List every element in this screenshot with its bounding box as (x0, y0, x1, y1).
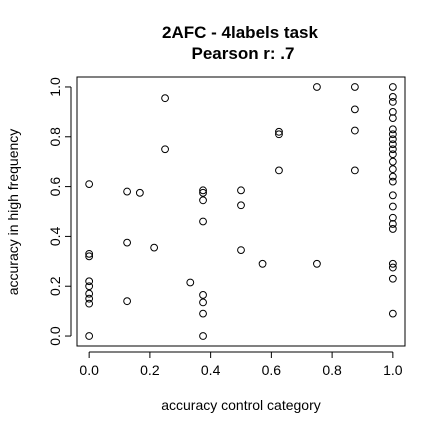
x-axis-label: accuracy control category (161, 397, 321, 413)
data-point (275, 166, 283, 175)
data-point (388, 263, 397, 272)
data-point (237, 246, 245, 255)
data-point (388, 274, 397, 283)
x-tick-label: 0.2 (140, 362, 160, 378)
data-point (388, 140, 397, 149)
data-points (85, 83, 397, 340)
data-point (313, 259, 321, 268)
data-point (388, 225, 397, 233)
data-point (388, 114, 397, 122)
data-point (186, 278, 195, 287)
data-point (350, 105, 359, 114)
data-point (199, 332, 207, 340)
data-point (388, 213, 397, 222)
data-point (275, 130, 283, 139)
data-point (85, 252, 94, 261)
data-point (388, 98, 397, 106)
data-point (388, 125, 397, 134)
data-point (199, 298, 207, 307)
data-point (85, 332, 94, 340)
data-point (388, 220, 397, 228)
y-tick-label: 0.8 (47, 127, 63, 147)
data-point (388, 177, 397, 186)
y-axis-label: accuracy in high frequency (5, 129, 21, 296)
data-point (85, 282, 94, 291)
data-point (85, 289, 94, 298)
y-tick-label: 0.4 (47, 226, 63, 246)
y-tick-label: 0.0 (47, 326, 63, 346)
data-point (388, 259, 397, 268)
data-point (388, 130, 397, 139)
data-point (123, 187, 132, 196)
data-point (388, 135, 397, 144)
data-point (388, 145, 397, 154)
chart-title: 2AFC - 4labels task (162, 23, 318, 42)
data-point (388, 202, 397, 211)
data-point (258, 259, 267, 268)
data-point (85, 249, 94, 258)
data-point (123, 297, 132, 306)
data-point (350, 83, 359, 91)
data-point (237, 201, 245, 210)
y-tick-label: 0.2 (47, 276, 63, 296)
data-point (199, 309, 207, 318)
data-point (275, 127, 283, 136)
data-point (85, 180, 94, 189)
data-point (388, 150, 397, 159)
data-point (199, 188, 207, 197)
data-point (199, 217, 207, 226)
data-point (350, 166, 359, 175)
y-tick-label: 1.0 (47, 77, 63, 97)
data-point (123, 238, 132, 247)
x-tick-label: 0.8 (322, 362, 342, 378)
data-point (350, 126, 359, 135)
data-point (388, 157, 397, 166)
x-axis: 0.0 0.2 0.4 0.6 0.8 1.0 (79, 351, 403, 378)
data-point (161, 94, 169, 103)
data-point (388, 172, 397, 181)
y-tick-label: 0.6 (47, 177, 63, 197)
x-tick-label: 0.0 (79, 362, 99, 378)
data-point (85, 294, 94, 303)
x-tick-label: 0.6 (262, 362, 282, 378)
data-point (388, 107, 397, 116)
data-point (237, 186, 245, 195)
data-point (199, 186, 207, 195)
data-point (388, 83, 397, 91)
data-point (150, 243, 159, 252)
data-point (161, 145, 169, 154)
data-point (199, 196, 207, 205)
data-point (199, 291, 207, 299)
chart-subtitle: Pearson r: .7 (192, 44, 295, 63)
data-point (388, 191, 397, 200)
data-point (388, 165, 397, 174)
data-point (388, 309, 397, 318)
data-point (135, 188, 144, 197)
y-axis: 0.0 0.2 0.4 0.6 0.8 1.0 (47, 77, 72, 346)
data-point (85, 277, 94, 286)
plot-frame (76, 76, 406, 347)
x-tick-label: 0.4 (201, 362, 221, 378)
x-tick-label: 1.0 (383, 362, 403, 378)
data-point (388, 93, 397, 101)
data-point (85, 299, 94, 308)
data-point (313, 83, 321, 91)
